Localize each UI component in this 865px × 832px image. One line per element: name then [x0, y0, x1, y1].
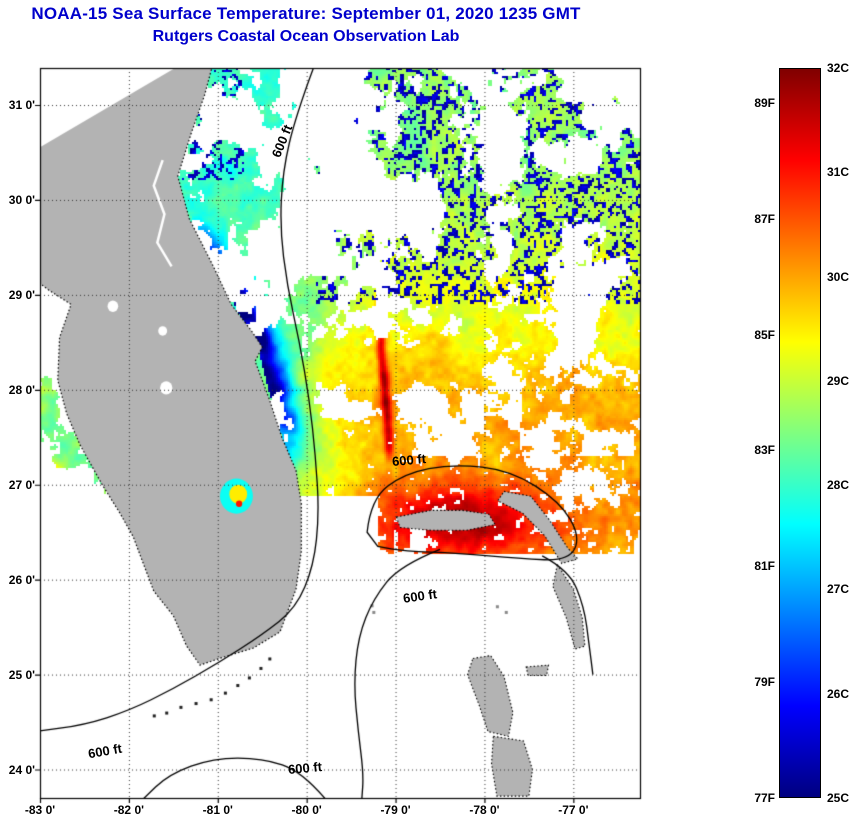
y-axis-tick-label: 28 0' — [8, 382, 35, 397]
colorbar — [779, 68, 821, 798]
x-axis-tick-label: -80 0' — [291, 803, 322, 817]
y-axis-tick-label: 31 0' — [8, 98, 35, 113]
x-axis-tick-label: -82 0' — [113, 803, 144, 817]
colorbar-tick-celsius: 32C — [827, 61, 850, 75]
colorbar-tick-fahrenheit: 89F — [754, 95, 775, 110]
y-axis-tick-label: 27 0' — [8, 477, 35, 492]
x-axis-tick-label: -77 0' — [558, 803, 589, 817]
y-axis-tick-label: 24 0' — [8, 762, 35, 777]
colorbar-tick-celsius: 25C — [827, 791, 850, 805]
colorbar-tick-fahrenheit: 77F — [754, 791, 775, 805]
colorbar-tick-fahrenheit: 85F — [754, 327, 775, 342]
colorbar-tick-fahrenheit: 79F — [754, 675, 775, 690]
colorbar-tick-fahrenheit: 81F — [754, 559, 775, 574]
colorbar-tick-celsius: 30C — [827, 269, 850, 284]
y-axis-tick-label: 25 0' — [8, 667, 35, 682]
x-axis-tick-label: -78 0' — [469, 803, 500, 817]
contour-label: 600 ft — [287, 758, 323, 777]
colorbar-gradient — [780, 69, 820, 797]
y-axis-tick-label: 29 0' — [8, 287, 35, 302]
colorbar-tick-fahrenheit: 87F — [754, 211, 775, 226]
y-axis-tick-label: 26 0' — [8, 572, 35, 587]
x-axis-tick-label: -79 0' — [380, 803, 411, 817]
y-axis-tick-label: 30 0' — [8, 192, 35, 207]
colorbar-tick-fahrenheit: 83F — [754, 443, 775, 458]
x-axis-tick-label: -83 0' — [24, 803, 56, 817]
colorbar-tick-celsius: 29C — [827, 373, 850, 388]
contour-label: 600 ft — [391, 451, 427, 469]
colorbar-tick-celsius: 28C — [827, 478, 850, 493]
x-axis-tick-label: -81 0' — [202, 803, 233, 817]
colorbar-tick-celsius: 31C — [827, 165, 850, 180]
colorbar-tick-celsius: 26C — [827, 686, 850, 701]
colorbar-tick-celsius: 27C — [827, 582, 850, 597]
